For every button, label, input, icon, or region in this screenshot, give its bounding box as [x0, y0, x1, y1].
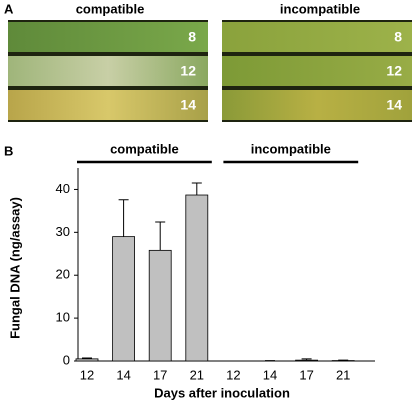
y-tick-label: 40: [56, 181, 70, 196]
error-bar: [155, 221, 166, 251]
panel-label: B: [4, 143, 13, 158]
group-label: compatible: [110, 141, 179, 156]
photo-title: compatible: [76, 1, 145, 16]
bar: [75, 358, 99, 362]
x-tick-label: 21: [190, 367, 204, 382]
strip-label: 8: [394, 29, 402, 45]
bar: [295, 359, 319, 362]
y-tick-label: 30: [56, 224, 70, 239]
strip-label: 12: [386, 63, 402, 79]
strip-label: 14: [386, 97, 402, 113]
group-label: incompatible: [251, 141, 331, 156]
x-tick-label: 12: [226, 367, 240, 382]
y-tick-label: 0: [63, 352, 70, 367]
error-bar: [118, 199, 129, 237]
x-axis-title: Days after inoculation: [154, 385, 290, 400]
bar: [148, 249, 172, 362]
panel-label: A: [4, 1, 14, 16]
y-tick-label: 20: [56, 267, 70, 282]
photo: [8, 20, 208, 122]
x-tick-label: 17: [153, 367, 167, 382]
x-tick-label: 14: [263, 367, 277, 382]
strip-label: 12: [180, 63, 196, 79]
x-tick-label: 17: [299, 367, 313, 382]
photo: [222, 20, 412, 122]
error-bar: [191, 182, 202, 196]
error-bar: [82, 357, 92, 359]
y-axis-title: Fungal DNA (ng/assay): [7, 197, 22, 339]
strip-label: 14: [180, 97, 196, 113]
strip-label: 8: [188, 29, 196, 45]
y-tick-label: 10: [56, 310, 70, 325]
bar: [112, 236, 135, 362]
photo-title: incompatible: [280, 1, 360, 16]
bar: [185, 194, 209, 362]
error-bar: [301, 358, 312, 361]
x-tick-label: 12: [80, 367, 94, 382]
x-tick-label: 14: [116, 367, 130, 382]
x-tick-label: 21: [336, 367, 350, 382]
